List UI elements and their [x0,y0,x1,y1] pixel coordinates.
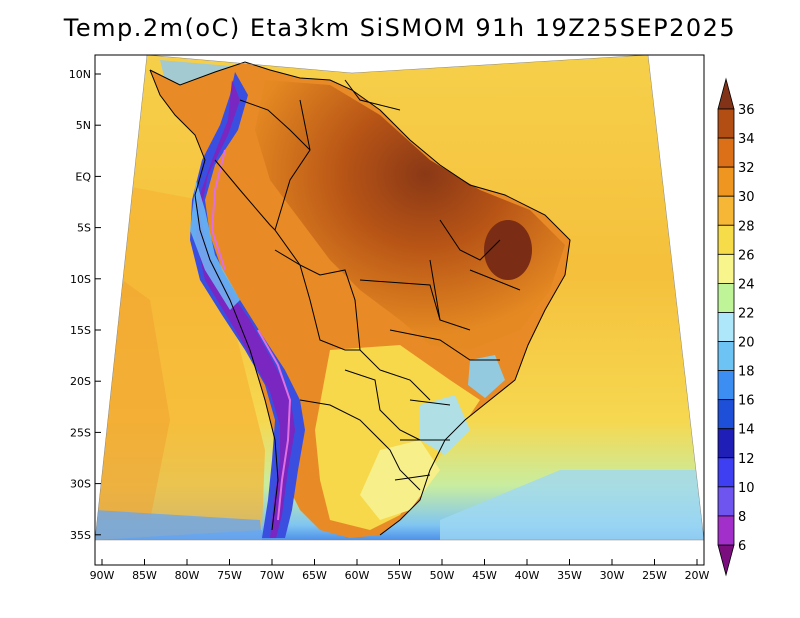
colorbar-swatch [717,370,735,401]
lat-tick-label: 30S [70,478,91,491]
colorbar-swatch [717,195,735,226]
lon-tick-label: 85W [132,569,157,582]
colorbar-swatch [717,428,735,459]
lat-tick-label: 20S [70,375,91,388]
northeast-hot-core [484,220,532,280]
colorbar-swatch [717,457,735,488]
border-peru [214,159,276,231]
lon-tick-label: 25W [642,569,667,582]
map-title: Temp.2m(oC) Eta3km SiSMOM 91h 19Z25SEP20… [63,14,737,42]
andes-highest-line-south [257,329,292,521]
colorbar-label: 34 [738,132,755,147]
coastline [149,61,571,536]
longitude-axis: 90W 85W 80W 75W 70W 65W 60W 55W 50W 45W 40W 35W 30W 2… [90,559,710,582]
lon-tick-label: 40W [515,569,540,582]
lat-tick-label: 25S [70,426,91,439]
colorbar-label: 16 [738,394,755,409]
lon-tick-label: 70W [260,569,285,582]
south-mild-region [315,345,480,530]
temperature-field [95,55,704,540]
lat-tick-label: EQ [75,170,91,183]
colorbar-swatch [717,224,735,255]
colorbar-label: 24 [738,277,755,292]
border-paraguay [344,369,421,441]
colorbar-swatch [717,137,735,168]
colorbar-label: 28 [738,219,755,234]
colorbar-label: 30 [738,190,755,205]
colorbar-label: 22 [738,306,755,321]
border-argentina [299,399,421,491]
colorbar-swatch [717,399,735,430]
lon-tick-label: 90W [90,569,115,582]
colorbar-swatch [717,253,735,284]
borders [149,61,571,536]
colorbar-label: 20 [738,336,755,351]
mantiqueira-cool [468,355,505,398]
lon-tick-label: 55W [387,569,412,582]
border-brazil-west [274,99,431,401]
lon-tick-label: 80W [175,569,200,582]
lat-tick-label: 15S [70,324,91,337]
colorbar-label: 18 [738,365,755,380]
colorbar-label: 14 [738,423,755,438]
colorbar-label: 6 [738,539,746,554]
south-atlantic-cool [440,470,704,540]
hot-interior [255,80,565,350]
lon-tick-label: 65W [302,569,327,582]
colorbar-swatch [717,166,735,197]
colorbar-label: 26 [738,248,755,263]
colorbar-swatch [717,341,735,371]
colorbar-label: 36 [738,103,755,118]
colorbar-top-arrow [717,77,735,110]
colorbar-label: 8 [738,510,746,525]
andes-west-slope [190,180,240,310]
lat-tick-label: 5N [76,119,91,132]
border-colombia [239,99,311,151]
colorbar: 36 34 32 30 28 26 24 22 20 18 16 14 12 10 8 6 [717,77,755,577]
lat-tick-label: 10N [69,68,91,81]
lat-tick-label: 10S [70,273,91,286]
colorbar-label: 32 [738,161,755,176]
colorbar-swatch [717,312,735,342]
colorbar-label: 10 [738,481,755,496]
lon-tick-label: 45W [472,569,497,582]
lat-tick-label: 35S [70,529,91,542]
south-pacific-cool [95,510,262,540]
colorbar-label: 12 [738,452,755,467]
colorbar-swatch [717,486,735,517]
south-cooler-patch [360,440,440,520]
andes-highest-line [210,149,226,271]
lon-tick-label: 35W [557,569,582,582]
west-coastline [149,69,279,531]
border-guianas [344,79,401,111]
lon-tick-label: 50W [430,569,455,582]
lon-tick-label: 60W [345,569,370,582]
domain-outline [94,54,705,541]
lat-tick-label: 5S [77,222,91,235]
border-states-south [394,399,451,481]
lon-tick-label: 75W [217,569,242,582]
lon-tick-label: 30W [600,569,625,582]
border-bolivia [274,249,360,351]
border-states-central [359,279,500,361]
lon-tick-label: 20W [685,569,710,582]
colorbar-swatch [717,515,735,546]
andes-cold-ridge [190,72,305,538]
colorbar-swatch [717,282,735,313]
colorbar-bottom-arrow [717,544,735,577]
latitude-axis: 10N 5N EQ 5S 10S 15S 20S 25S 30S 35S [69,68,101,542]
colorbar-swatch [717,108,735,139]
